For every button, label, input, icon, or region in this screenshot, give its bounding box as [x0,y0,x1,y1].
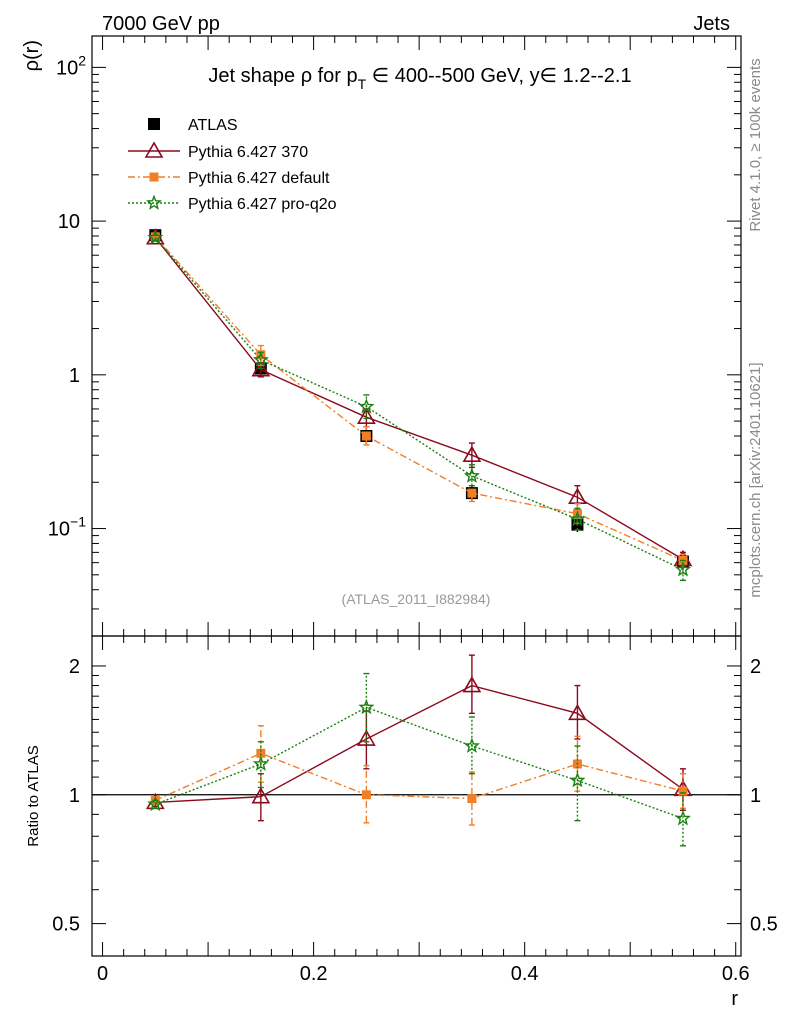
main-series-0 [149,229,689,570]
main-y-tick-label-2: 1 [69,365,80,387]
legend-marker-0 [148,118,160,130]
ratio-point-1-2 [361,790,371,800]
x-tick-label-1: 0.2 [300,963,328,985]
ratio-line-0 [155,684,684,804]
main-line-1 [154,237,684,561]
ratio-point-2-2 [358,698,375,715]
legend-marker-2 [149,172,159,182]
legend-label-370: Pythia 6.427 370 [188,144,308,161]
main-point-1-4 [568,487,587,504]
analysis-label: (ATLAS_2011_I882984) [342,591,491,607]
title-suffix: ∈ 400--500 GeV, y∈ 1.2--2.1 [366,65,631,87]
energy-label: 7000 GeV pp [102,13,220,35]
legend-label-default: Pythia 6.427 default [188,170,330,187]
ratio-y-tick-label-right-2: 0.5 [750,914,778,936]
main-y-axis-label: ρ(r) [21,40,43,71]
main-y-tick-label-1: 10 [58,211,80,233]
ratio-point-2-5 [674,810,691,826]
ratio-point-0-1 [251,787,271,804]
ratio-series-0 [145,654,693,822]
ratio-point-2-4 [569,772,586,788]
main-point-3-5 [675,561,691,577]
main-point-1-1 [251,360,271,377]
title-prefix: Jet shape ρ for p [208,65,357,87]
main-series-group [145,228,693,582]
main-series-3 [147,229,691,582]
x-tick-label-0: 0 [97,963,108,985]
ratio-y-tick-label-1: 1 [69,785,80,807]
x-axis-label: r [731,988,738,1010]
legend-label-pro-q2o: Pythia 6.427 pro-q2o [188,196,337,213]
main-point-3-0 [147,229,164,245]
x-tick-label-2: 0.4 [511,963,539,985]
ratio-point-0-2 [356,729,376,746]
ratio-y-axis-label: Ratio to ATLAS [25,745,42,846]
ratio-y-tick-label-right-0: 2 [750,656,761,678]
ratio-line-1 [155,752,684,802]
x-tick-label-3: 0.6 [722,963,750,985]
main-line-2 [154,236,684,562]
ratio-series-2 [147,672,691,847]
legend-label-atlas: ATLAS [188,117,238,134]
main-point-3-3 [463,467,480,483]
main-series-1 [145,228,693,568]
ratio-point-2-1 [252,755,269,771]
title-subscript: T [358,76,367,92]
main-point-1-2 [356,407,376,425]
plot-title: Jet shape ρ for pT ∈ 400--500 GeV, y∈ 1.… [208,65,631,92]
legend: ATLAS Pythia 6.427 370 Pythia 6.427 defa… [128,117,337,213]
ratio-point-1-5 [678,786,688,796]
ratio-panel-frame [91,635,742,957]
main-line-3 [154,237,684,571]
ratio-point-0-4 [568,703,587,721]
ratio-y-tick-label-2: 0.5 [52,914,80,936]
ratio-ticks: 2 2 1 1 0.5 0.5 0 0.2 0.4 0.6 [52,636,778,985]
ratio-point-2-0 [147,795,164,812]
main-y-ticks: 102 10 1 10−1 [48,36,741,637]
main-point-1-3 [462,445,482,463]
main-point-3-2 [358,398,375,414]
main-series-2 [150,232,688,568]
legend-marker-1 [144,141,164,158]
ratio-point-2-3 [463,737,480,753]
main-point-2-2 [361,431,371,441]
main-point-3-1 [252,351,269,367]
mcplots-label: mcplots.cern.ch [arXiv:2401.10621] [747,362,764,597]
main-y-tick-label-3: 10−1 [48,514,86,541]
main-y-tick-label-0: 102 [56,52,86,79]
rivet-label: Rivet 4.1.0, ≥ 100k events [747,58,764,231]
ratio-y-tick-label-right-1: 1 [750,785,761,807]
main-point-2-3 [467,488,477,498]
category-label: Jets [693,13,730,35]
ratio-point-0-3 [462,675,482,693]
ratio-point-1-3 [467,794,477,804]
main-point-3-4 [569,510,586,527]
ratio-line-2 [155,706,684,820]
legend-marker-3 [145,194,163,210]
main-point-2-0 [150,232,160,242]
ratio-y-tick-label-0: 2 [69,656,80,678]
ratio-series-group [145,654,693,847]
ratio-point-1-1 [256,748,266,758]
